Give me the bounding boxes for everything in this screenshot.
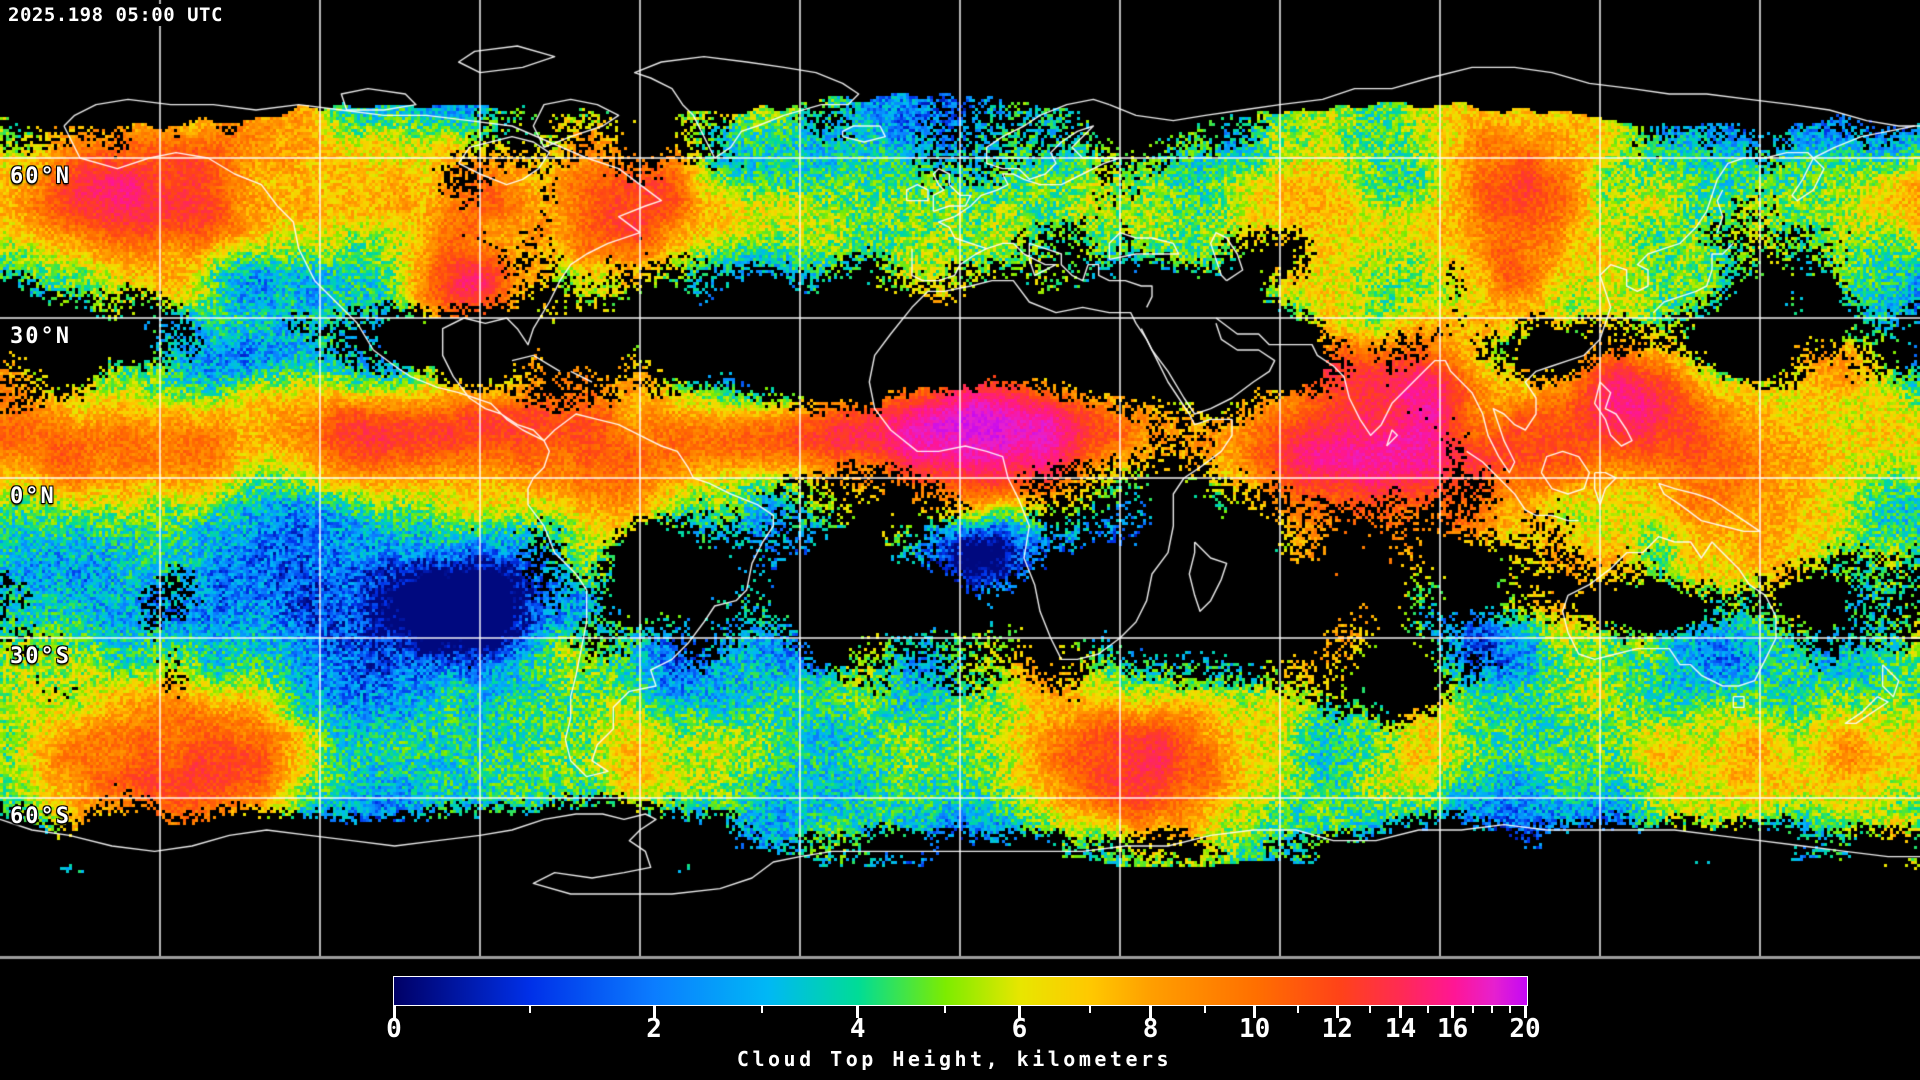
latitude-label: 30°N [10,324,71,349]
colorbar-tick [1491,1006,1494,1013]
colorbar-tick [1017,1006,1021,1018]
latitude-label: 30°S [10,644,71,669]
latitude-label: 0°N [10,484,56,509]
timestamp-label: 2025.198 05:00 UTC [5,4,226,26]
colorbar-tick [1335,1006,1339,1018]
colorbar-tick-label: 0 [386,1014,402,1044]
colorbar-tick [392,1006,396,1018]
colorbar-tick [1369,1006,1372,1013]
colorbar-tick [1509,1006,1512,1013]
colorbar-title: Cloud Top Height, kilometers [736,1047,1173,1071]
colorbar-tick-label: 4 [849,1014,866,1044]
latitude-label: 60°N [10,164,71,189]
colorbar-tick-label: 10 [1239,1014,1271,1044]
colorbar-tick [1426,1006,1429,1013]
colorbar-tick [1149,1006,1153,1018]
colorbar-tick [1203,1006,1206,1013]
colorbar-tick-label: 16 [1436,1014,1469,1044]
colorbar-tick-label: 12 [1321,1014,1353,1044]
colorbar-tick [856,1006,860,1018]
latitude-label: 60°S [10,804,71,829]
colorbar-tick-label: 14 [1384,1014,1417,1044]
colorbar-tick [1523,1006,1527,1018]
colorbar-tick-label: 8 [1142,1014,1159,1044]
colorbar-tick [1296,1006,1299,1013]
colorbar-tick [1253,1006,1257,1018]
colorbar-tick [528,1006,531,1013]
colorbar-tick-label: 6 [1011,1014,1028,1044]
colorbar-tick [1451,1006,1455,1018]
colorbar-tick [943,1006,946,1013]
colorbar-tick [652,1006,656,1018]
colorbar-tick-label: 2 [646,1014,662,1044]
colorbar-tick-label: 20 [1509,1014,1541,1044]
colorbar-tick [1088,1006,1091,1013]
colorbar-tick [1399,1006,1403,1018]
colorbar-tick [760,1006,763,1013]
world-cloud-map-canvas [0,0,1920,960]
colorbar-gradient-bar [393,976,1528,1006]
colorbar-tick [1471,1006,1474,1013]
